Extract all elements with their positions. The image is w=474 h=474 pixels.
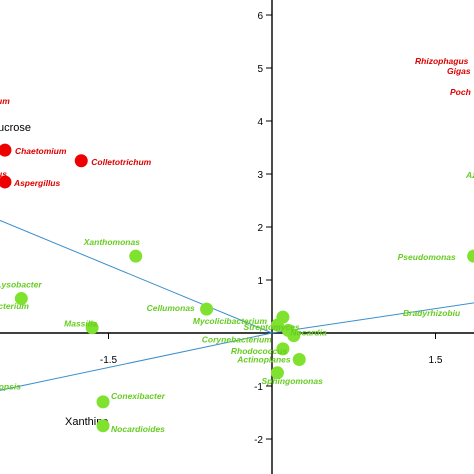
point-label-chaetomium: Chaetomium — [15, 146, 67, 156]
bacteria-point-corynebacterium — [287, 329, 301, 343]
bacteria-point-pseudomonas — [467, 249, 474, 263]
bacteria-point-nocardioides — [96, 419, 110, 433]
point-label-colletotrichum: Colletotrichum — [91, 157, 151, 167]
point-label-rhizophagus: Rhizophagus — [415, 56, 469, 66]
point-label-xanthomonas: Xanthomonas — [83, 237, 140, 247]
point-label-beauveria: um — [0, 96, 10, 106]
point-label-nocardioides: Nocardioides — [111, 424, 165, 434]
point-label-mycolicibacterium: Mycolicibacterium — [193, 316, 268, 326]
fungi-point-colletotrichum — [74, 154, 88, 168]
y-tick-label: -2 — [254, 435, 263, 446]
point-label-amycolatopsis: Amycolatopsis — [0, 381, 21, 391]
point-label-corynebacterium: Corynebacterium — [202, 335, 272, 345]
bacteria-point-streptomyces — [270, 318, 284, 332]
point-label-actinoplanes: Actinoplanes — [236, 355, 291, 365]
point-label-aspergillus: Aspergillus — [13, 178, 61, 188]
point-label-rhodococcus: Rhodococcus — [231, 346, 287, 356]
x-tick-label: -1.5 — [100, 355, 118, 366]
fungi-point-aspergillus — [0, 175, 12, 189]
bacteria-point-rhodococcus — [276, 342, 290, 356]
point-label-gigaspora: Gigas — [447, 66, 471, 76]
point-label-massilia: Massilia — [64, 319, 97, 329]
point-label-azospirillum: Azospirillum — [465, 170, 474, 180]
y-tick-label: 4 — [257, 117, 263, 128]
point-label-nocardia: Nocardia — [290, 327, 327, 337]
fungi-point-chaetomium — [0, 143, 12, 157]
y-tick-label: 6 — [257, 11, 263, 22]
point-label-lysobacter: Lysobacter — [0, 280, 42, 290]
bacteria-point-cellumonas — [200, 302, 214, 316]
bacteria-point-conexibacter — [96, 395, 110, 409]
point-label-cellumonas: Cellumonas — [147, 303, 195, 313]
point-label-bradyrhizobium: Bradyrhizobiu — [403, 308, 461, 318]
vector-line — [0, 219, 273, 334]
bacteria-point-actinoplanes — [292, 353, 306, 366]
y-tick-label: 5 — [257, 64, 263, 75]
point-label-streptomyces: Streptomyces — [243, 322, 299, 332]
y-tick-label: 1 — [257, 276, 263, 287]
point-label-conexibacter: Conexibacter — [111, 391, 166, 401]
bacteria-point-sphingomonas — [270, 366, 284, 380]
vector-line — [0, 332, 273, 391]
bacteria-point-massilia — [85, 321, 99, 335]
point-label-pseudomonas: Pseudomonas — [398, 252, 456, 262]
y-tick-label: 2 — [257, 223, 263, 234]
y-tick-label: 3 — [257, 170, 263, 181]
x-tick-label: 1.5 — [429, 355, 443, 366]
point-label-lecanicillium: us — [0, 169, 7, 179]
bacteria-point-xanthomonas — [129, 249, 143, 263]
vector-label-sucrose: ucrose — [0, 122, 31, 134]
vector-line — [271, 302, 474, 334]
point-label-sphingomonas: Sphingomonas — [261, 376, 323, 386]
point-label-mycobacterium: Mycobacterium — [0, 301, 29, 311]
point-label-pochonia: Poch — [450, 87, 471, 97]
y-tick-label: -1 — [254, 382, 263, 393]
bacteria-point-lysobacter — [14, 292, 28, 306]
